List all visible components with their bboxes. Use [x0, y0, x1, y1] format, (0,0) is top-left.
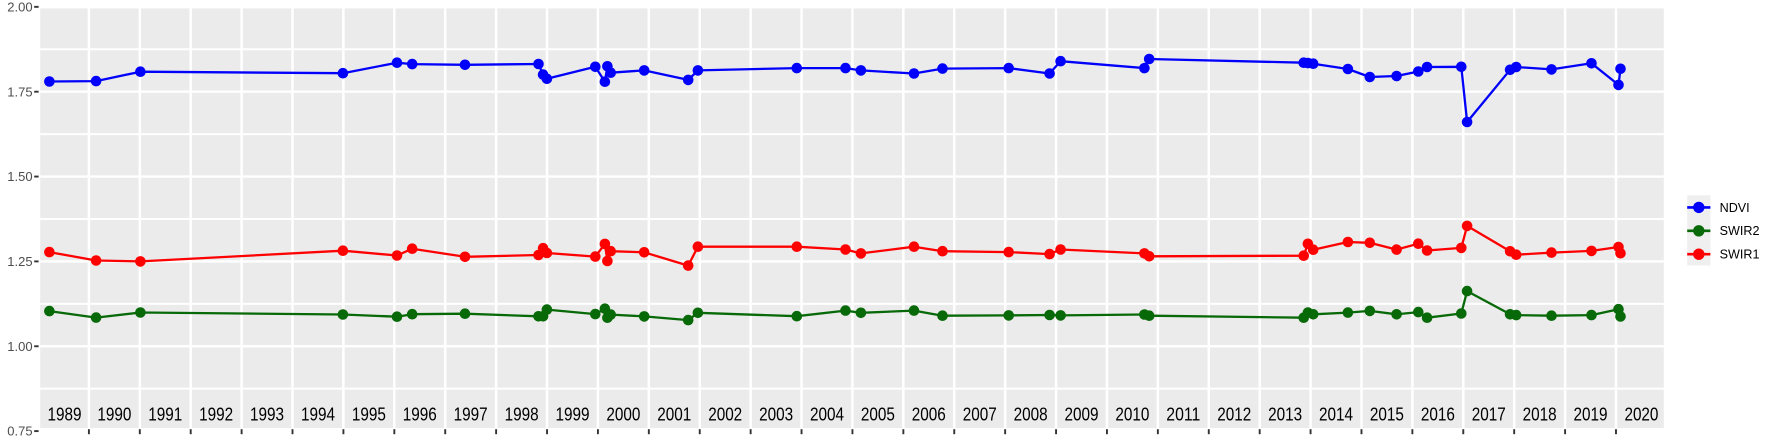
svg-text:2013: 2013 — [1268, 403, 1302, 424]
svg-text:2004: 2004 — [810, 403, 844, 424]
svg-text:1997: 1997 — [454, 403, 488, 424]
svg-text:SWIR2: SWIR2 — [1720, 224, 1760, 238]
svg-text:2005: 2005 — [861, 403, 895, 424]
svg-text:2.00: 2.00 — [7, 0, 32, 14]
svg-text:1993: 1993 — [250, 403, 284, 424]
svg-text:1995: 1995 — [352, 403, 386, 424]
svg-text:2012: 2012 — [1217, 403, 1251, 424]
svg-text:1998: 1998 — [505, 403, 539, 424]
svg-text:2006: 2006 — [912, 403, 946, 424]
svg-text:SWIR1: SWIR1 — [1720, 248, 1760, 262]
svg-text:NDVI: NDVI — [1720, 201, 1750, 215]
svg-text:1991: 1991 — [148, 403, 182, 424]
svg-text:2008: 2008 — [1014, 403, 1048, 424]
svg-text:1990: 1990 — [97, 403, 131, 424]
svg-text:1.50: 1.50 — [7, 169, 32, 184]
svg-text:2011: 2011 — [1166, 403, 1200, 424]
svg-text:1994: 1994 — [301, 403, 335, 424]
svg-text:2007: 2007 — [963, 403, 997, 424]
svg-text:1996: 1996 — [403, 403, 437, 424]
svg-text:2017: 2017 — [1472, 403, 1506, 424]
svg-text:2003: 2003 — [759, 403, 793, 424]
svg-text:2014: 2014 — [1319, 403, 1353, 424]
svg-text:1.00: 1.00 — [7, 339, 32, 354]
svg-text:2001: 2001 — [657, 403, 691, 424]
svg-text:2002: 2002 — [708, 403, 742, 424]
svg-text:2018: 2018 — [1523, 403, 1557, 424]
svg-text:2000: 2000 — [606, 403, 640, 424]
svg-text:1989: 1989 — [48, 403, 82, 424]
svg-text:1.75: 1.75 — [7, 84, 32, 99]
svg-text:1992: 1992 — [199, 403, 233, 424]
svg-text:2009: 2009 — [1065, 403, 1099, 424]
svg-text:0.75: 0.75 — [7, 424, 32, 439]
svg-text:2015: 2015 — [1370, 403, 1404, 424]
svg-text:2016: 2016 — [1421, 403, 1455, 424]
svg-text:2020: 2020 — [1624, 403, 1658, 424]
svg-text:1999: 1999 — [555, 403, 589, 424]
svg-text:2019: 2019 — [1574, 403, 1608, 424]
svg-text:2010: 2010 — [1115, 403, 1149, 424]
svg-text:1.25: 1.25 — [7, 254, 32, 269]
